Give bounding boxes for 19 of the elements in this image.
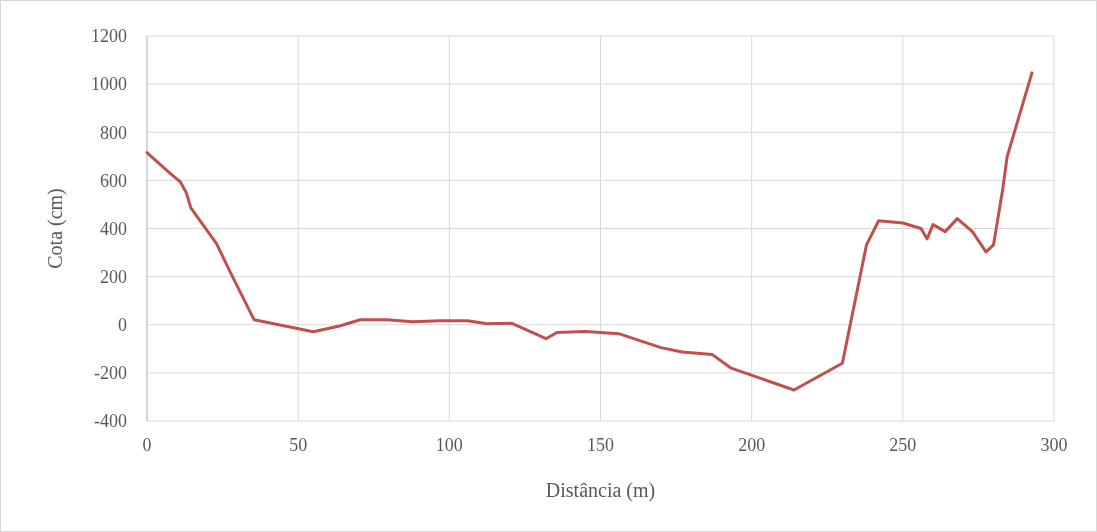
y-tick-label: 800 xyxy=(100,122,127,143)
y-tick-label: 0 xyxy=(118,315,127,336)
x-axis-title: Distância (m) xyxy=(545,479,656,502)
y-tick-label: -400 xyxy=(94,411,127,432)
x-tick-label: 300 xyxy=(1040,435,1068,455)
y-tick-label: 200 xyxy=(100,266,127,287)
y-tick-label: -200 xyxy=(94,363,127,384)
x-tick-label: 100 xyxy=(435,435,463,455)
y-tick-label: 1000 xyxy=(91,74,127,95)
x-tick-label: 0 xyxy=(142,435,152,455)
y-tick-label: 600 xyxy=(100,170,127,191)
y-tick-label: 400 xyxy=(100,218,127,239)
line-series xyxy=(145,71,1034,392)
x-tick-label: 150 xyxy=(587,435,614,455)
y-tick-label: 1200 xyxy=(91,26,127,47)
x-tick-label: 50 xyxy=(289,435,308,455)
x-tick-label: 250 xyxy=(889,435,917,455)
x-tick-label: 200 xyxy=(738,435,766,455)
y-axis-title: Cota (cm) xyxy=(44,188,67,269)
